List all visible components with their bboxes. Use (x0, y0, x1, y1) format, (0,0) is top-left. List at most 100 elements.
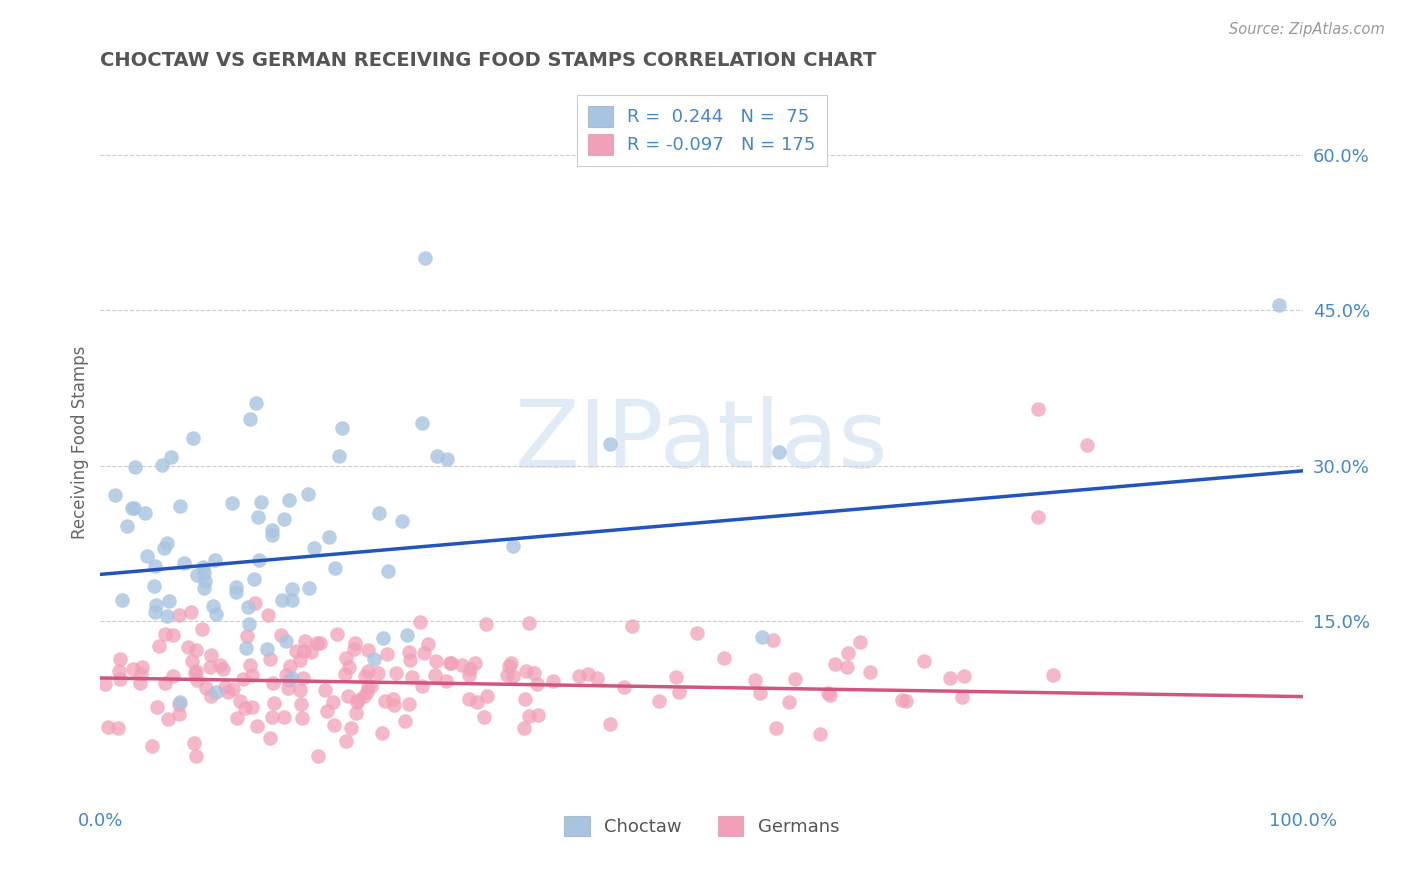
Point (377, 647, 399, 661)
Point (167, 607, 190, 622)
Point (1028, 401, 1050, 416)
Point (416, 636, 439, 650)
Point (238, 617, 260, 632)
Point (326, 626, 349, 640)
Point (256, 642, 278, 657)
Point (239, 658, 262, 673)
Point (110, 672, 132, 686)
Point (214, 680, 236, 694)
Point (231, 672, 253, 686)
Point (859, 665, 882, 679)
Point (412, 646, 434, 660)
Point (193, 581, 215, 595)
Point (270, 628, 292, 642)
Text: CHOCTAW VS GERMAN RECEIVING FOOD STAMPS CORRELATION CHART: CHOCTAW VS GERMAN RECEIVING FOOD STAMPS … (100, 51, 877, 70)
Point (285, 643, 308, 657)
Point (294, 634, 316, 648)
Point (162, 628, 184, 642)
Point (762, 633, 785, 648)
Point (169, 695, 191, 709)
Point (146, 700, 169, 714)
Point (183, 736, 205, 750)
Point (586, 671, 609, 685)
Point (425, 654, 447, 668)
Point (156, 609, 179, 624)
Point (200, 648, 222, 662)
Point (360, 679, 382, 693)
Point (247, 553, 270, 567)
Point (107, 722, 129, 736)
Point (288, 653, 311, 667)
Point (225, 585, 247, 599)
Point (243, 596, 266, 610)
Point (527, 708, 550, 723)
Point (173, 556, 195, 570)
Point (517, 616, 540, 631)
Point (328, 449, 350, 463)
Point (346, 695, 368, 709)
Point (180, 605, 202, 619)
Point (835, 659, 858, 673)
Point (817, 686, 839, 700)
Point (228, 694, 250, 708)
Point (515, 664, 537, 678)
Point (122, 500, 145, 515)
Point (270, 593, 292, 607)
Point (111, 593, 134, 607)
Point (235, 641, 257, 656)
Point (322, 695, 344, 709)
Point (277, 681, 299, 695)
Point (129, 667, 152, 681)
Point (451, 658, 474, 673)
Point (325, 561, 347, 575)
Point (517, 708, 540, 723)
Point (143, 605, 166, 619)
Point (160, 450, 183, 464)
Point (191, 559, 214, 574)
Point (749, 686, 772, 700)
Point (457, 667, 479, 681)
Point (183, 431, 205, 445)
Point (377, 564, 399, 578)
Point (465, 694, 488, 708)
Point (204, 553, 226, 567)
Point (368, 506, 391, 520)
Point (316, 704, 339, 718)
Point (155, 676, 177, 690)
Point (273, 512, 295, 526)
Point (1028, 510, 1050, 524)
Point (713, 651, 735, 665)
Point (363, 652, 385, 666)
Text: ZIPatlas: ZIPatlas (515, 396, 889, 488)
Point (398, 645, 420, 659)
Point (436, 452, 458, 467)
Point (290, 683, 312, 698)
Point (523, 665, 546, 680)
Point (346, 693, 368, 707)
Point (568, 669, 591, 683)
Point (142, 579, 165, 593)
Point (391, 514, 413, 528)
Point (381, 691, 404, 706)
Point (778, 695, 800, 709)
Point (153, 627, 176, 641)
Point (768, 445, 790, 459)
Point (423, 667, 446, 681)
Point (356, 685, 378, 699)
Point (744, 673, 766, 687)
Point (398, 697, 420, 711)
Point (193, 566, 215, 580)
Point (411, 679, 433, 693)
Point (193, 574, 215, 589)
Point (246, 510, 269, 524)
Point (259, 731, 281, 745)
Point (184, 665, 207, 680)
Point (108, 652, 131, 666)
Point (94, 677, 117, 691)
Point (194, 681, 217, 695)
Point (373, 631, 395, 645)
Point (439, 657, 461, 671)
Point (141, 739, 163, 754)
Point (1042, 668, 1064, 682)
Point (399, 653, 422, 667)
